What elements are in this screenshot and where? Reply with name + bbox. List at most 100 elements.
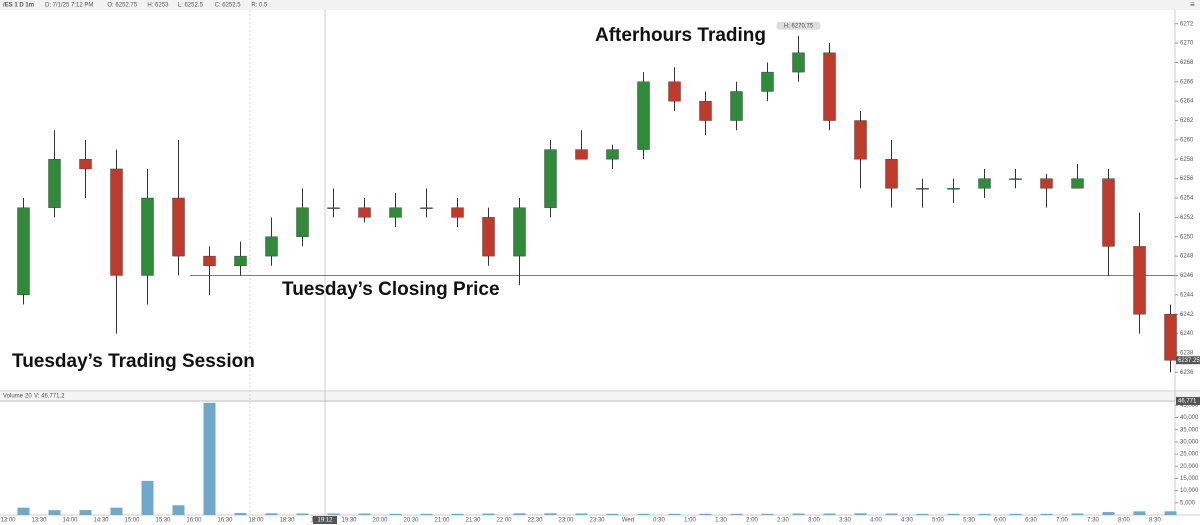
volume-bar [1009, 513, 1022, 515]
candle-body [1102, 178, 1115, 247]
x-tick-label: 5:30 [963, 518, 975, 524]
annotation: Tuesday’s Trading Session [12, 351, 255, 372]
x-tick-label: 3:00 [808, 518, 820, 524]
volume-bar [296, 513, 309, 515]
y-tick-label: 40,000 [1180, 415, 1199, 421]
symbol[interactable]: /ES 1 D 1m [3, 3, 34, 9]
x-tick-label: 1:00 [684, 518, 696, 524]
candle-body [513, 207, 526, 257]
candle-body [327, 207, 340, 209]
volume-reference-badge [1176, 396, 1200, 405]
x-tick-label: 20:00 [372, 518, 388, 524]
y-tick-label: 25,000 [1180, 452, 1199, 458]
y-tick-label: 6266 [1180, 79, 1194, 85]
x-tick-label: 6:00 [994, 518, 1006, 524]
last-price-label: 6237.25 [1178, 358, 1200, 364]
candle-body [699, 100, 712, 121]
annotation: Afterhours Trading [595, 25, 766, 46]
y-tick-label: 6250 [1180, 234, 1194, 240]
candle-body [792, 52, 805, 73]
x-tick-label: 13:00 [0, 518, 16, 524]
toolbar-item: D: 7/1/25 7:12 PM [45, 3, 93, 9]
x-tick-label: 5:00 [932, 518, 944, 524]
crosshair-label: 19:12 [317, 518, 333, 524]
toolbar-item: C: 6252.5 [215, 3, 242, 9]
volume-bar [1071, 513, 1084, 515]
volume-bar [606, 513, 619, 515]
candle-body [823, 52, 836, 121]
x-tick-label: 22:30 [527, 518, 543, 524]
volume-bar [172, 505, 185, 515]
y-tick-label: 6270 [1180, 41, 1194, 47]
toolbar-item: L: 6252.5 [178, 3, 204, 9]
candle-body [1009, 178, 1022, 180]
volume-bar [730, 513, 743, 515]
candle-body [1133, 246, 1146, 315]
volume-bar [48, 510, 61, 515]
x-tick-label: 19:30 [341, 518, 357, 524]
x-tick-label: 22:00 [496, 518, 512, 524]
candle-body [17, 207, 30, 296]
volume-bar [420, 513, 433, 515]
x-tick-label: 15:30 [155, 518, 171, 524]
candle-body [141, 197, 154, 276]
volume-bar [358, 513, 371, 515]
candle-body [1071, 178, 1084, 189]
annotation: Tuesday’s Closing Price [282, 279, 500, 300]
candle-body [606, 149, 619, 160]
high-label: H: 6270.75 [784, 23, 814, 29]
x-tick-label: 2:00 [746, 518, 758, 524]
volume-bar [389, 513, 402, 515]
x-tick-label: 4:00 [870, 518, 882, 524]
high-badge [776, 21, 821, 30]
candle-body [1040, 178, 1053, 189]
x-tick-label: 8:30 [1149, 518, 1161, 524]
volume-bar [575, 513, 588, 515]
y-tick-label: 6244 [1180, 292, 1194, 298]
y-tick-label: 45,000 [1180, 403, 1199, 409]
y-tick-label: 6254 [1180, 196, 1194, 202]
candle-body [885, 159, 898, 189]
candle-body [730, 91, 743, 121]
y-tick-label: 6268 [1180, 60, 1194, 66]
y-tick-label: 6258 [1180, 157, 1194, 163]
y-tick-label: 6240 [1180, 331, 1194, 337]
candle-body [296, 207, 309, 237]
volume-bar [79, 510, 92, 515]
volume-bar [234, 513, 247, 515]
candle-body [265, 236, 278, 257]
x-tick-label: 7:30 [1087, 518, 1099, 524]
volume-bar [792, 513, 805, 515]
last-price-badge [1176, 356, 1200, 365]
volume-bar [265, 513, 278, 515]
menu-icon[interactable]: ≡ [1190, 0, 1195, 9]
toolbar-item: R: 0.5 [251, 3, 268, 9]
x-tick-label: 14:30 [93, 518, 109, 524]
x-tick-label: 23:00 [558, 518, 574, 524]
volume-bar [1102, 512, 1115, 515]
y-tick-label: 6236 [1180, 370, 1194, 376]
candle-body [172, 197, 185, 257]
candle-body [1164, 314, 1177, 361]
candle-body [637, 81, 650, 150]
y-tick-label: 6252 [1180, 215, 1194, 221]
volume-bar [451, 513, 464, 515]
x-tick-label: 4:30 [901, 518, 913, 524]
y-tick-label: 6246 [1180, 273, 1194, 279]
x-tick-label: 16:00 [186, 518, 202, 524]
candle-body [48, 159, 61, 208]
x-tick-label: 21:30 [465, 518, 481, 524]
x-tick-label: 7:00 [1056, 518, 1068, 524]
x-tick-label: 2:30 [777, 518, 789, 524]
volume-bar [916, 513, 929, 515]
volume-bar [110, 507, 123, 515]
y-tick-label: 20,000 [1180, 464, 1199, 470]
candle-body [358, 207, 371, 218]
volume-bar [1133, 511, 1146, 515]
volume-bar [17, 507, 30, 515]
x-tick-label: 21:00 [434, 518, 450, 524]
x-tick-label: 13:30 [31, 518, 47, 524]
y-tick-label: 6272 [1180, 21, 1194, 27]
volume-bar [1164, 511, 1177, 515]
